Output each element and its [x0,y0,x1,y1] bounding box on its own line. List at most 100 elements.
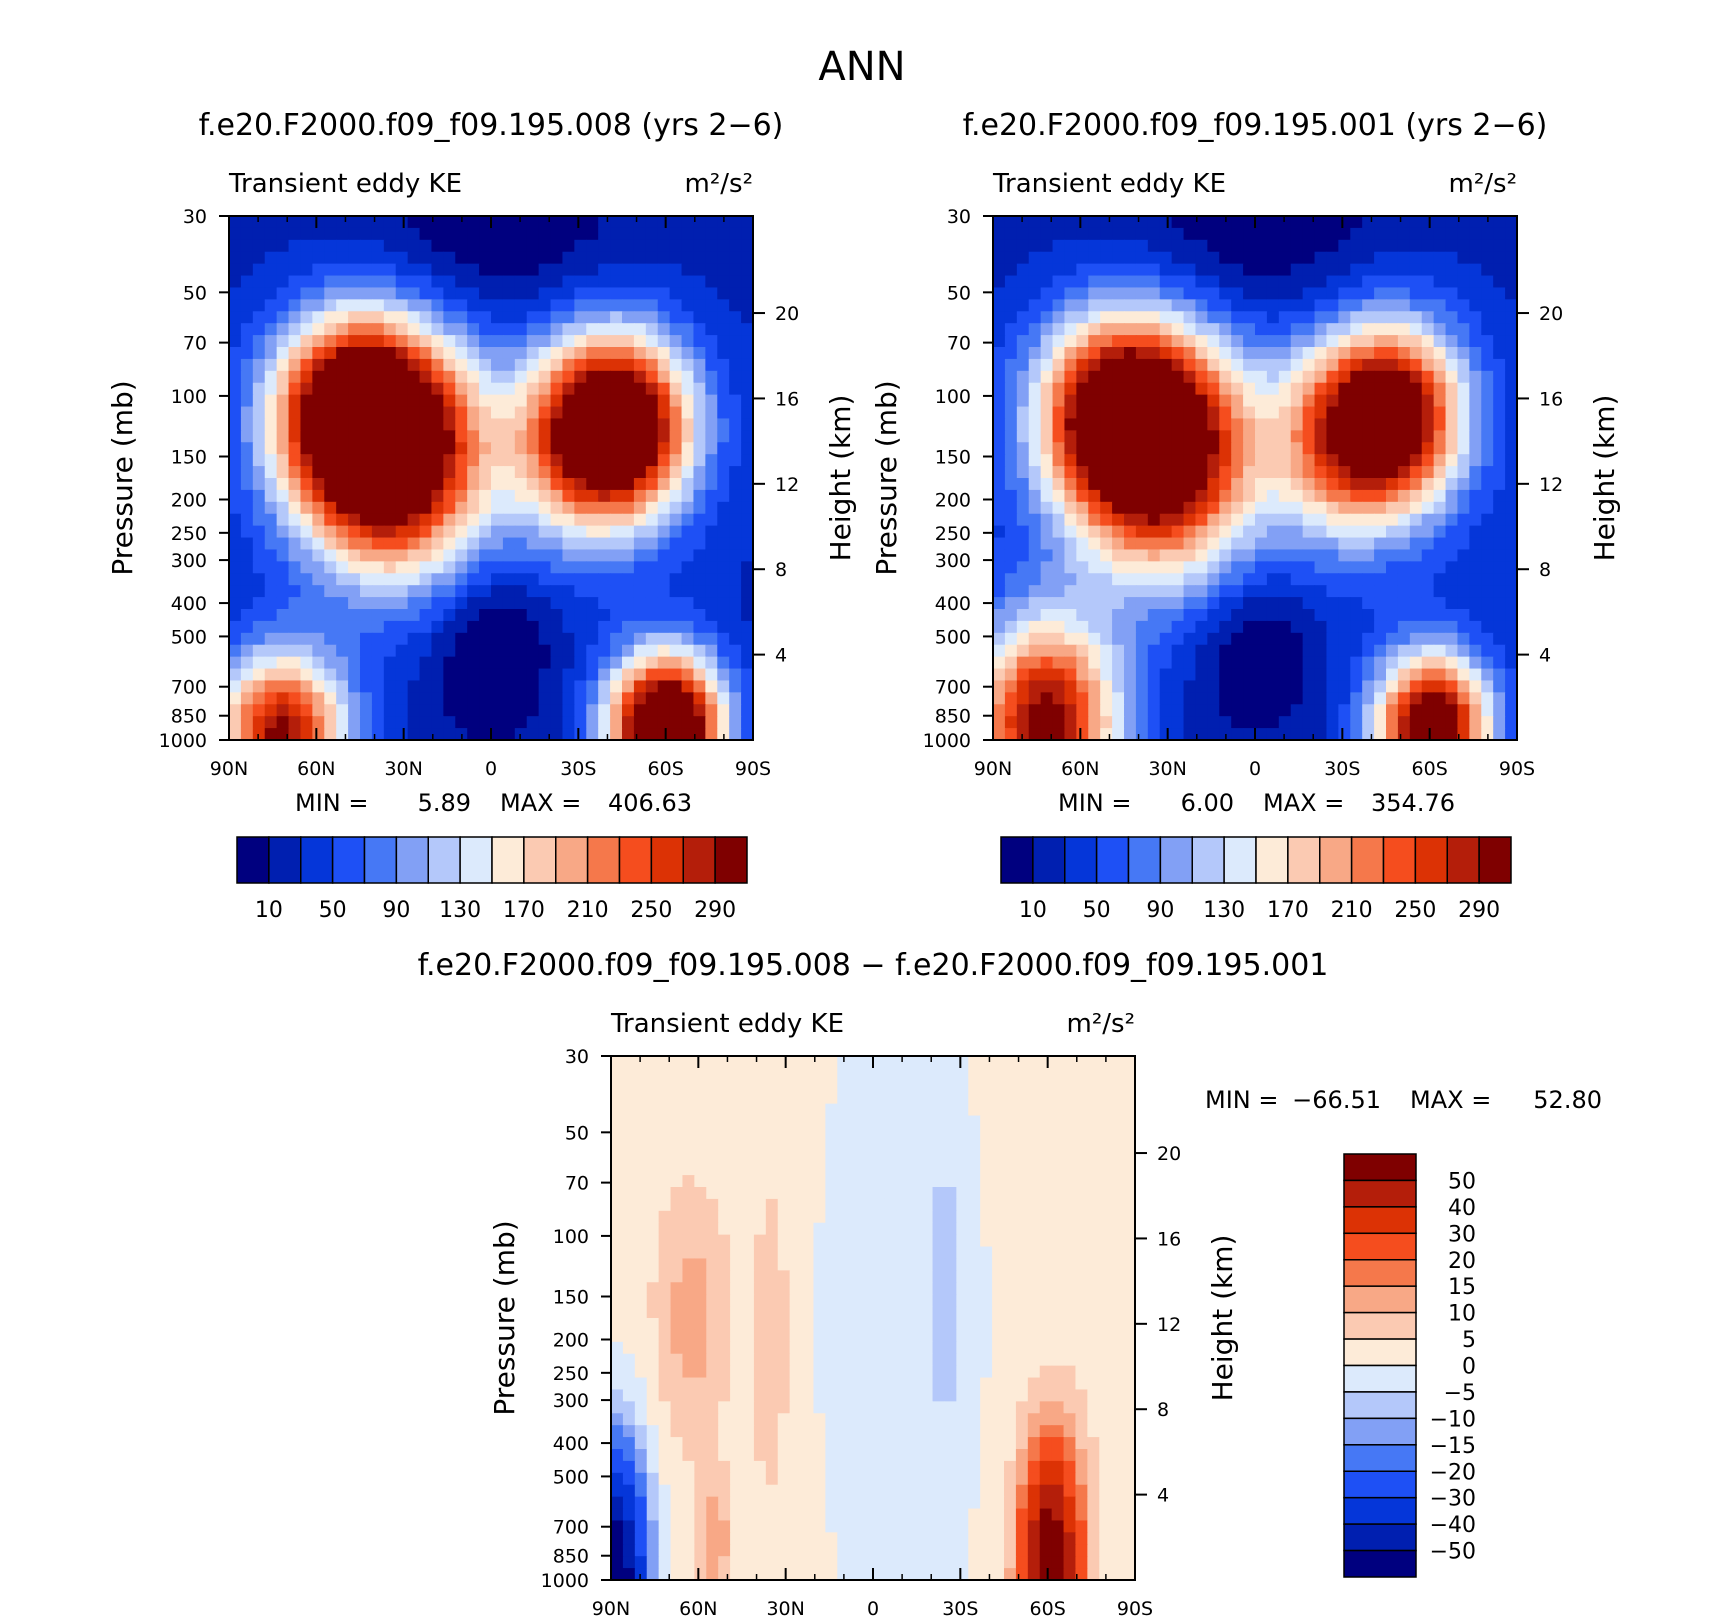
contour-cell [1028,585,1042,598]
contour-cell [610,489,623,503]
contour-cell [1051,1115,1065,1129]
contour-cell [1350,501,1363,515]
contour-cell [1374,597,1387,610]
contour-cell [574,549,587,562]
contour-cell [1004,358,1018,372]
contour-cell [371,561,385,574]
contour-cell [717,489,730,503]
contour-cell [1231,358,1244,372]
contour-cell [1112,299,1125,312]
contour-cell [1278,370,1292,384]
contour-cell [1243,501,1256,515]
contour-cell [431,656,444,670]
contour-cell [729,585,742,598]
contour-cell [252,597,266,610]
contour-cell [1243,227,1256,241]
contour-cell [837,1222,850,1236]
contour-cell [1027,1139,1041,1152]
contour-cell [801,1175,815,1188]
contour-cell [598,394,611,408]
contour-cell [1004,382,1018,396]
contour-cell [861,1163,874,1176]
contour-cell [1326,239,1339,253]
contour-cell [610,632,623,646]
contour-cell [1290,311,1304,324]
contour-cell [1302,692,1316,705]
contour-cell [1135,311,1149,324]
contour-cell [920,1187,934,1200]
contour-cell [1386,251,1399,265]
contour-cell [1481,620,1494,634]
contour-cell [993,549,1006,562]
contour-cell [502,227,516,241]
contour-cell [1039,1246,1053,1260]
contour-cell [383,275,397,289]
contour-cell [1087,1187,1100,1200]
contour-cell [944,1210,957,1224]
contour-cell [765,1056,779,1069]
contour-cell [1338,620,1351,634]
contour-cell [419,668,433,682]
contour-cell [1302,370,1316,384]
contour-cell [1350,418,1363,431]
contour-cell [395,478,409,491]
contour-cell [896,1270,910,1283]
contour-cell [873,1222,886,1236]
contour-cell [1314,597,1328,610]
contour-cell [920,1282,934,1295]
contour-cell [657,216,671,229]
contour-cell [431,620,444,634]
contour-cell [312,620,325,634]
contour-cell [729,323,742,336]
colorbar-label: 250 [1394,898,1436,923]
contour-cell [645,692,659,705]
contour-cell [240,632,254,646]
contour-cell [1183,299,1197,312]
contour-cell [252,561,266,574]
contour-cell [1207,537,1220,551]
contour-cell [1374,347,1387,360]
contour-cell [1040,513,1054,527]
panel-title: f.e20.F2000.f09_f09.195.008 (yrs 2−6) [199,108,784,143]
contour-cell [849,1091,862,1105]
contour-cell [741,466,754,479]
contour-cell [324,489,337,503]
contour-cell [1231,573,1244,586]
contour-cell [1481,585,1494,598]
contour-cell [407,299,421,312]
contour-cell [538,728,552,741]
contour-cell [1088,263,1101,277]
colorbar-box [1032,836,1066,884]
contour-cell [1433,227,1447,241]
contour-cell [693,394,706,408]
contour-cell [1183,227,1197,241]
contour-cell [348,537,361,551]
contour-cell [1004,442,1018,455]
contour-cell [1028,442,1042,455]
contour-cell [371,358,385,372]
contour-cell [336,299,349,312]
contour-cell [538,466,552,479]
contour-cell [443,251,456,265]
contour-cell [526,716,540,729]
contour-cell [574,620,587,634]
contour-cell [622,513,635,527]
contour-cell [645,513,659,527]
contour-cell [1314,728,1328,741]
contour-cell [502,620,516,634]
contour-cell [896,1056,910,1069]
contour-cell [694,1282,707,1295]
contour-cell [348,418,361,431]
contour-cell [1088,716,1101,729]
contour-cell [1076,478,1089,491]
contour-cell [1421,597,1435,610]
contour-cell [634,1210,648,1224]
contour-cell [1374,561,1387,574]
contour-cell [1278,585,1292,598]
contour-cell [993,716,1006,729]
contour-cell [395,323,409,336]
contour-cell [1027,1091,1041,1105]
contour-cell [1505,561,1518,574]
contour-cell [1124,549,1137,562]
contour-cell [849,1234,862,1248]
